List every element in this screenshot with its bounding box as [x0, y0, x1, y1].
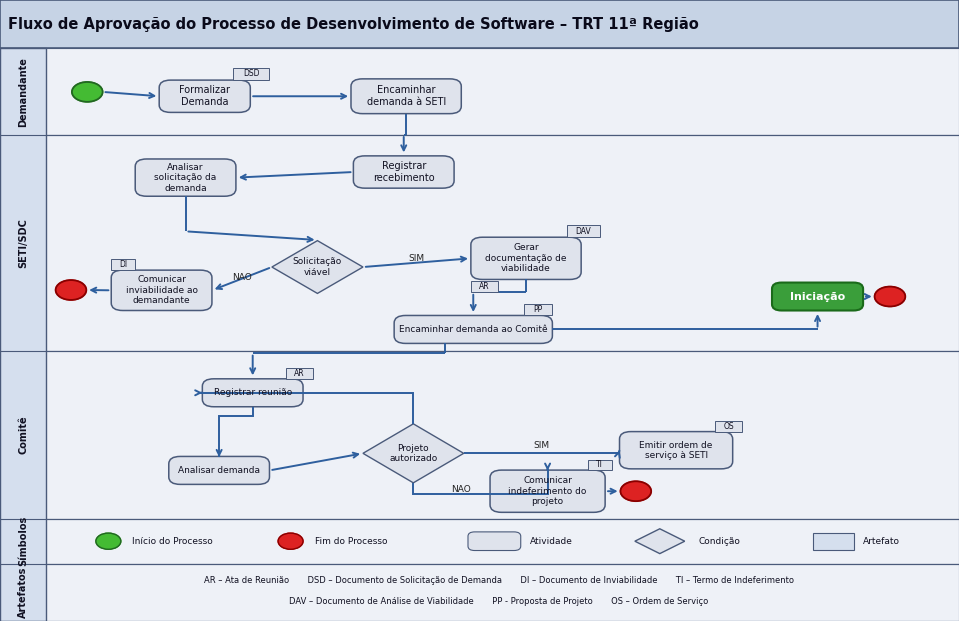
FancyBboxPatch shape	[351, 79, 461, 114]
Bar	[0, 48, 46, 621]
Circle shape	[72, 82, 103, 102]
Text: Encaminhar
demanda à SETI: Encaminhar demanda à SETI	[366, 86, 446, 107]
Text: Analisar
solicitação da
demanda: Analisar solicitação da demanda	[154, 163, 217, 193]
Text: Analisar demanda: Analisar demanda	[178, 466, 260, 475]
Text: Demandante: Demandante	[18, 57, 28, 127]
FancyBboxPatch shape	[111, 270, 212, 310]
Text: Comunicar
inviabilidade ao
demandante: Comunicar inviabilidade ao demandante	[126, 276, 198, 305]
Text: Fluxo de Aprovação do Processo de Desenvolvimento de Software – TRT 11ª Região: Fluxo de Aprovação do Processo de Desenv…	[8, 17, 698, 32]
Text: Emitir ordem de
serviço à SETI: Emitir ordem de serviço à SETI	[640, 440, 713, 460]
FancyBboxPatch shape	[353, 156, 455, 188]
Circle shape	[96, 533, 121, 549]
Text: Condição: Condição	[698, 537, 740, 546]
Polygon shape	[363, 424, 464, 483]
FancyBboxPatch shape	[169, 456, 269, 484]
Bar	[286, 368, 313, 379]
FancyBboxPatch shape	[394, 315, 552, 343]
Text: DAV: DAV	[575, 227, 592, 236]
Text: SIM: SIM	[533, 441, 550, 450]
Text: DSD: DSD	[243, 70, 260, 78]
Bar	[0, 0, 959, 48]
FancyBboxPatch shape	[490, 470, 605, 512]
Polygon shape	[635, 529, 685, 554]
FancyBboxPatch shape	[620, 432, 733, 469]
Text: Símbolos: Símbolos	[18, 516, 28, 566]
Text: Gerar
documentação de
viabilidade: Gerar documentação de viabilidade	[485, 243, 567, 273]
Text: SIM: SIM	[409, 255, 425, 263]
Circle shape	[875, 287, 905, 307]
Text: Registrar reunião: Registrar reunião	[214, 388, 292, 397]
Bar	[471, 281, 498, 292]
Text: DAV – Documento de Análise de Viabilidade       PP - Proposta de Projeto       O: DAV – Documento de Análise de Viabilidad…	[289, 597, 709, 606]
Text: Formalizar
Demanda: Formalizar Demanda	[179, 86, 230, 107]
Bar	[588, 460, 612, 470]
Text: OS: OS	[723, 422, 735, 431]
FancyBboxPatch shape	[471, 237, 581, 279]
Text: Encaminhar demanda ao Comitê: Encaminhar demanda ao Comitê	[399, 325, 548, 334]
Text: Artefatos: Artefatos	[18, 567, 28, 618]
Text: TI: TI	[596, 460, 603, 469]
Text: AR – Ata de Reunião       DSD – Documento de Solicitação de Demanda       DI – D: AR – Ata de Reunião DSD – Documento de S…	[203, 576, 794, 584]
Text: Iniciação: Iniciação	[790, 291, 845, 302]
Text: PP: PP	[533, 306, 543, 314]
Text: Projeto
autorizado: Projeto autorizado	[389, 443, 437, 463]
Bar	[0, 48, 959, 135]
Text: AR: AR	[293, 369, 305, 378]
FancyBboxPatch shape	[159, 80, 250, 112]
Text: Início do Processo: Início do Processo	[132, 537, 213, 546]
Text: NAO: NAO	[452, 484, 471, 494]
Bar	[524, 304, 552, 315]
Bar	[111, 259, 135, 270]
Circle shape	[56, 280, 86, 300]
Text: Atividade: Atividade	[530, 537, 573, 546]
Bar	[567, 225, 600, 237]
Circle shape	[620, 481, 651, 501]
Text: Registrar
recebimento: Registrar recebimento	[373, 161, 434, 183]
Text: Artefato: Artefato	[863, 537, 901, 546]
Bar	[0, 135, 959, 351]
Text: Solicitação
viável: Solicitação viável	[292, 257, 342, 277]
Bar	[715, 421, 742, 432]
Circle shape	[278, 533, 303, 549]
Text: DI: DI	[119, 260, 128, 269]
Text: NAO: NAO	[232, 273, 252, 282]
Bar	[0, 351, 959, 519]
Text: Fim do Processo: Fim do Processo	[315, 537, 387, 546]
Text: AR: AR	[479, 282, 490, 291]
FancyBboxPatch shape	[135, 159, 236, 196]
Bar	[0, 519, 959, 564]
FancyBboxPatch shape	[468, 532, 521, 550]
Bar	[233, 68, 269, 80]
Text: Comunicar
indeferimento do
projeto: Comunicar indeferimento do projeto	[508, 476, 587, 506]
Text: SETI/SDC: SETI/SDC	[18, 218, 28, 268]
Polygon shape	[272, 240, 363, 293]
Bar	[0, 564, 959, 621]
Text: Comitê: Comitê	[18, 415, 28, 454]
FancyBboxPatch shape	[772, 283, 863, 310]
Bar	[813, 532, 854, 550]
FancyBboxPatch shape	[202, 379, 303, 407]
